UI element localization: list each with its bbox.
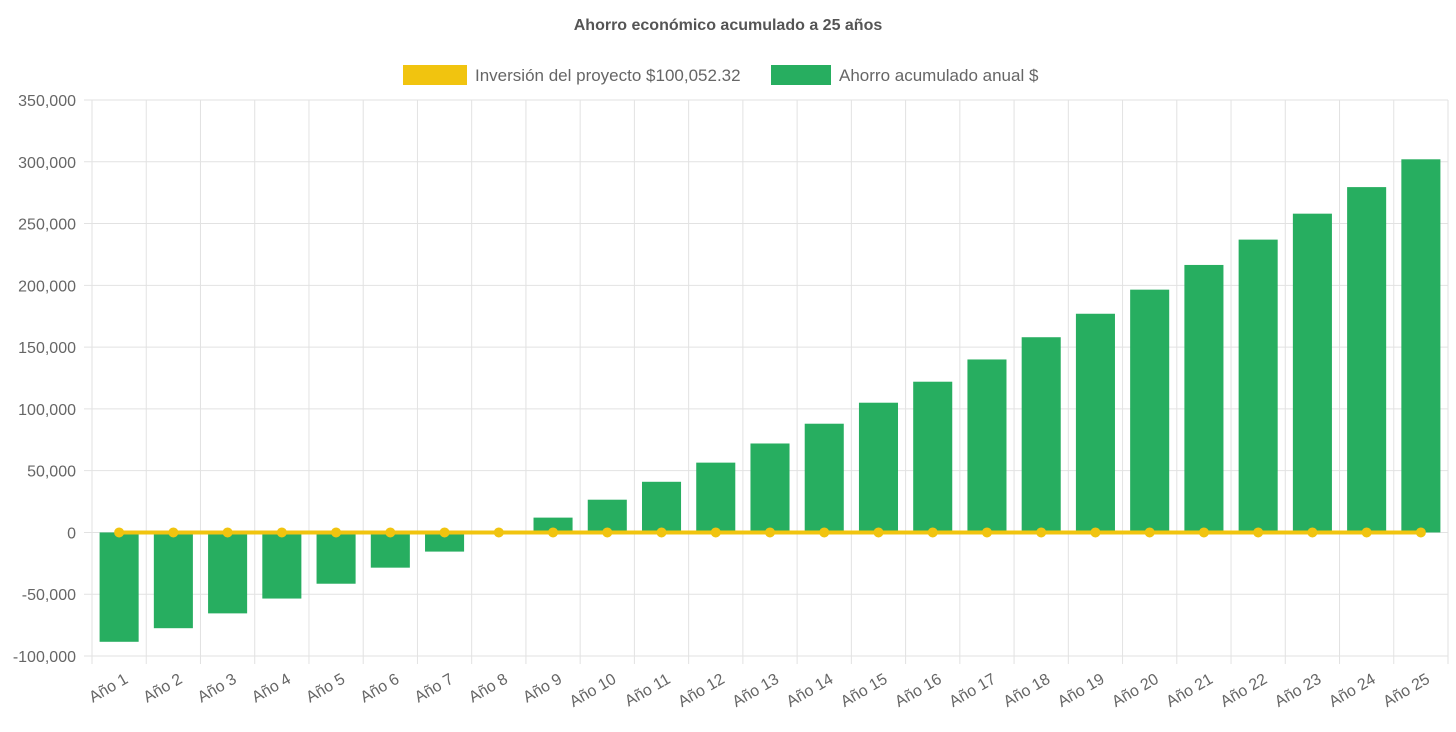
x-tick-label: Año 21 [1163, 671, 1216, 711]
bar-16[interactable] [913, 381, 953, 533]
bar-22[interactable] [1238, 239, 1278, 533]
x-tick-label: Año 4 [249, 671, 294, 707]
investment-point-14[interactable] [819, 527, 830, 538]
x-tick-label: Año 25 [1380, 671, 1433, 711]
investment-point-23[interactable] [1307, 527, 1318, 538]
bar-23[interactable] [1292, 213, 1332, 533]
investment-point-6[interactable] [385, 527, 396, 538]
investment-point-3[interactable] [222, 527, 233, 538]
x-tick-label: Año 20 [1109, 671, 1162, 711]
investment-point-1[interactable] [114, 527, 125, 538]
x-tick-label: Año 8 [466, 671, 511, 707]
bar-25[interactable] [1401, 159, 1441, 533]
y-tick-label: -50,000 [22, 587, 76, 604]
legend-label-savings: Ahorro acumulado anual $ [839, 66, 1039, 85]
bar-4[interactable] [262, 532, 302, 599]
bar-13[interactable] [750, 443, 790, 533]
x-tick-label: Año 23 [1272, 671, 1325, 711]
x-tick-label: Año 24 [1326, 671, 1379, 711]
bar-7[interactable] [425, 532, 465, 552]
y-tick-label: 200,000 [18, 278, 76, 295]
y-axis-ticks: -100,000 -50,000 0 50,000 100,000 150,000 200,… [13, 93, 76, 666]
investment-point-2[interactable] [168, 527, 179, 538]
bar-1[interactable] [99, 532, 139, 642]
investment-point-24[interactable] [1361, 527, 1372, 538]
y-tick-label: 0 [67, 525, 76, 542]
x-tick-label: Año 13 [730, 671, 783, 711]
bar-5[interactable] [316, 532, 356, 584]
investment-point-5[interactable] [331, 527, 342, 538]
bar-series [99, 159, 1441, 642]
investment-point-15[interactable] [873, 527, 884, 538]
investment-point-18[interactable] [1036, 527, 1047, 538]
x-tick-label: Año 14 [784, 671, 837, 711]
bar-3[interactable] [208, 532, 248, 614]
y-tick-label: 50,000 [27, 464, 76, 481]
y-tick-label: 250,000 [18, 217, 76, 234]
bar-24[interactable] [1347, 187, 1387, 533]
investment-point-7[interactable] [439, 527, 450, 538]
legend-label-investment: Inversión del proyecto $100,052.32 [475, 66, 741, 85]
x-tick-label: Año 18 [1001, 671, 1054, 711]
investment-point-13[interactable] [765, 527, 775, 538]
investment-point-22[interactable] [1253, 527, 1264, 538]
x-tick-label: Año 19 [1055, 671, 1108, 711]
investment-point-19[interactable] [1090, 527, 1101, 538]
bar-11[interactable] [641, 481, 682, 533]
y-tick-label: 100,000 [18, 402, 76, 419]
investment-point-8[interactable] [493, 527, 504, 538]
x-axis-ticks: Año 1 Año 2 Año 3 Año 4 Año 5 Año 6 Año 7 Año 8… [86, 671, 1433, 711]
x-tick-label: Año 22 [1218, 671, 1271, 711]
investment-point-12[interactable] [710, 527, 721, 538]
investment-point-25[interactable] [1415, 527, 1426, 538]
bar-2[interactable] [153, 532, 193, 629]
y-tick-label: 150,000 [18, 340, 76, 357]
y-tick-label: 300,000 [18, 155, 76, 172]
bar-6[interactable] [370, 532, 410, 568]
x-tick-label: Año 1 [86, 671, 131, 707]
bar-15[interactable] [858, 402, 899, 533]
x-tick-label: Año 10 [567, 671, 620, 711]
x-tick-label: Año 3 [195, 671, 240, 707]
bar-9[interactable] [533, 517, 573, 533]
investment-point-20[interactable] [1144, 527, 1155, 538]
chart-title: Ahorro económico acumulado a 25 años [574, 17, 883, 34]
investment-point-11[interactable] [656, 527, 667, 538]
bar-12[interactable] [696, 462, 736, 533]
legend-swatch-savings [771, 65, 831, 85]
x-tick-label: Año 2 [141, 671, 186, 707]
legend: Inversión del proyecto $100,052.32 Ahorr… [403, 65, 1039, 85]
investment-point-9[interactable] [548, 527, 559, 538]
x-tick-label: Año 9 [520, 671, 565, 707]
x-tick-label: Año 12 [675, 671, 728, 711]
legend-item-investment[interactable]: Inversión del proyecto $100,052.32 [403, 65, 741, 85]
bar-21[interactable] [1184, 264, 1224, 533]
bar-20[interactable] [1130, 289, 1170, 533]
investment-point-4[interactable] [276, 527, 287, 538]
legend-swatch-investment [403, 65, 467, 85]
x-tick-label: Año 11 [622, 671, 673, 711]
bar-19[interactable] [1075, 313, 1115, 533]
y-tick-label: 350,000 [18, 93, 76, 110]
investment-point-21[interactable] [1198, 527, 1209, 538]
bar-10[interactable] [587, 499, 627, 533]
bar-17[interactable] [967, 359, 1007, 533]
bar-18[interactable] [1021, 337, 1061, 533]
investment-point-16[interactable] [927, 527, 938, 538]
legend-item-savings[interactable]: Ahorro acumulado anual $ [771, 65, 1039, 85]
y-tick-label: -100,000 [13, 649, 76, 666]
grid [84, 99, 1449, 664]
bar-14[interactable] [804, 423, 844, 533]
investment-point-17[interactable] [981, 527, 992, 538]
x-tick-label: Año 7 [412, 671, 457, 707]
investment-point-10[interactable] [602, 527, 613, 538]
x-tick-label: Año 15 [838, 671, 891, 711]
line-series [114, 527, 1426, 538]
x-tick-label: Año 5 [303, 671, 348, 707]
x-tick-label: Año 17 [947, 671, 1000, 711]
x-tick-label: Año 6 [358, 671, 403, 707]
x-tick-label: Año 16 [892, 671, 945, 711]
